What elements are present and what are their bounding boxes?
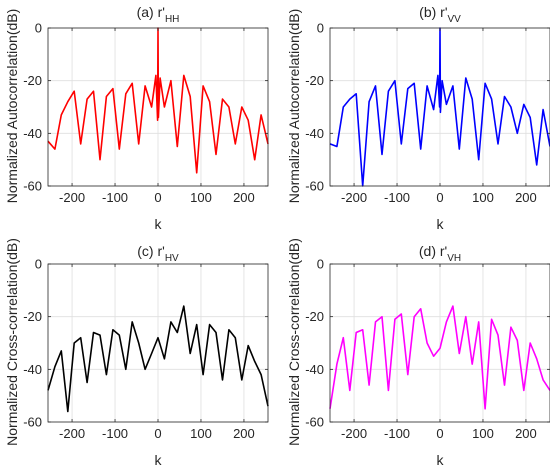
- x-tick-label: 100: [190, 426, 212, 441]
- y-tick-label: -20: [305, 309, 324, 324]
- subplot-a-hh: (a) r'HH k Normalized Autocorrelation(dB…: [4, 4, 269, 232]
- y-tick-label: -20: [23, 73, 42, 88]
- chart-title: (c) r'HV: [137, 243, 179, 264]
- x-tick-label: -200: [341, 426, 367, 441]
- x-axis-label: k: [437, 216, 445, 232]
- y-tick-label: 0: [317, 257, 324, 272]
- x-tick-label: 100: [190, 190, 212, 205]
- x-tick-label: -200: [59, 190, 85, 205]
- y-tick-label: -60: [305, 179, 324, 194]
- y-tick-label: -40: [23, 126, 42, 141]
- y-tick-label: -40: [23, 362, 42, 377]
- x-tick-label: -100: [102, 426, 128, 441]
- x-tick-label: 0: [436, 426, 443, 441]
- subplot-d-vh: (d) r'VH k Normalized Cross-correlation(…: [286, 238, 550, 468]
- x-tick-label: 0: [436, 190, 443, 205]
- chart-title: (a) r'HH: [137, 4, 180, 25]
- y-tick-label: -20: [23, 309, 42, 324]
- x-tick-label: 200: [515, 426, 537, 441]
- x-tick-label: 0: [154, 190, 161, 205]
- y-tick-label: 0: [317, 21, 324, 36]
- x-tick-label: 200: [233, 426, 255, 441]
- x-tick-label: -100: [384, 426, 410, 441]
- y-axis-label: Normalized Autocorrelation(dB): [286, 9, 302, 204]
- x-axis-label: k: [155, 452, 163, 468]
- x-tick-label: -100: [384, 190, 410, 205]
- y-tick-label: -40: [305, 126, 324, 141]
- y-tick-label: 0: [35, 21, 42, 36]
- y-tick-label: -60: [23, 415, 42, 430]
- y-tick-label: -20: [305, 73, 324, 88]
- chart-title: (d) r'VH: [419, 243, 461, 264]
- x-tick-label: -100: [102, 190, 128, 205]
- y-axis-label: Normalized Cross-correlation(dB): [4, 238, 20, 446]
- y-tick-label: 0: [35, 257, 42, 272]
- chart-title: (b) r'VV: [419, 4, 461, 25]
- x-tick-label: 0: [154, 426, 161, 441]
- x-tick-label: 100: [472, 190, 494, 205]
- y-tick-label: -60: [23, 179, 42, 194]
- x-tick-label: 200: [515, 190, 537, 205]
- x-tick-label: 200: [233, 190, 255, 205]
- subplot-b-vv: (b) r'VV k Normalized Autocorrelation(dB…: [286, 4, 550, 232]
- x-tick-label: -200: [59, 426, 85, 441]
- y-tick-label: -60: [305, 415, 324, 430]
- y-tick-label: -40: [305, 362, 324, 377]
- series-line: [47, 305, 269, 413]
- subplot-c-hv: (c) r'HV k Normalized Cross-correlation(…: [4, 238, 269, 468]
- x-tick-label: 100: [472, 426, 494, 441]
- series-line: [329, 305, 550, 410]
- x-axis-label: k: [437, 452, 445, 468]
- x-tick-label: -200: [341, 190, 367, 205]
- y-axis-label: Normalized Cross-correlation(dB): [286, 238, 302, 446]
- x-axis-label: k: [155, 216, 163, 232]
- y-axis-label: Normalized Autocorrelation(dB): [4, 9, 20, 204]
